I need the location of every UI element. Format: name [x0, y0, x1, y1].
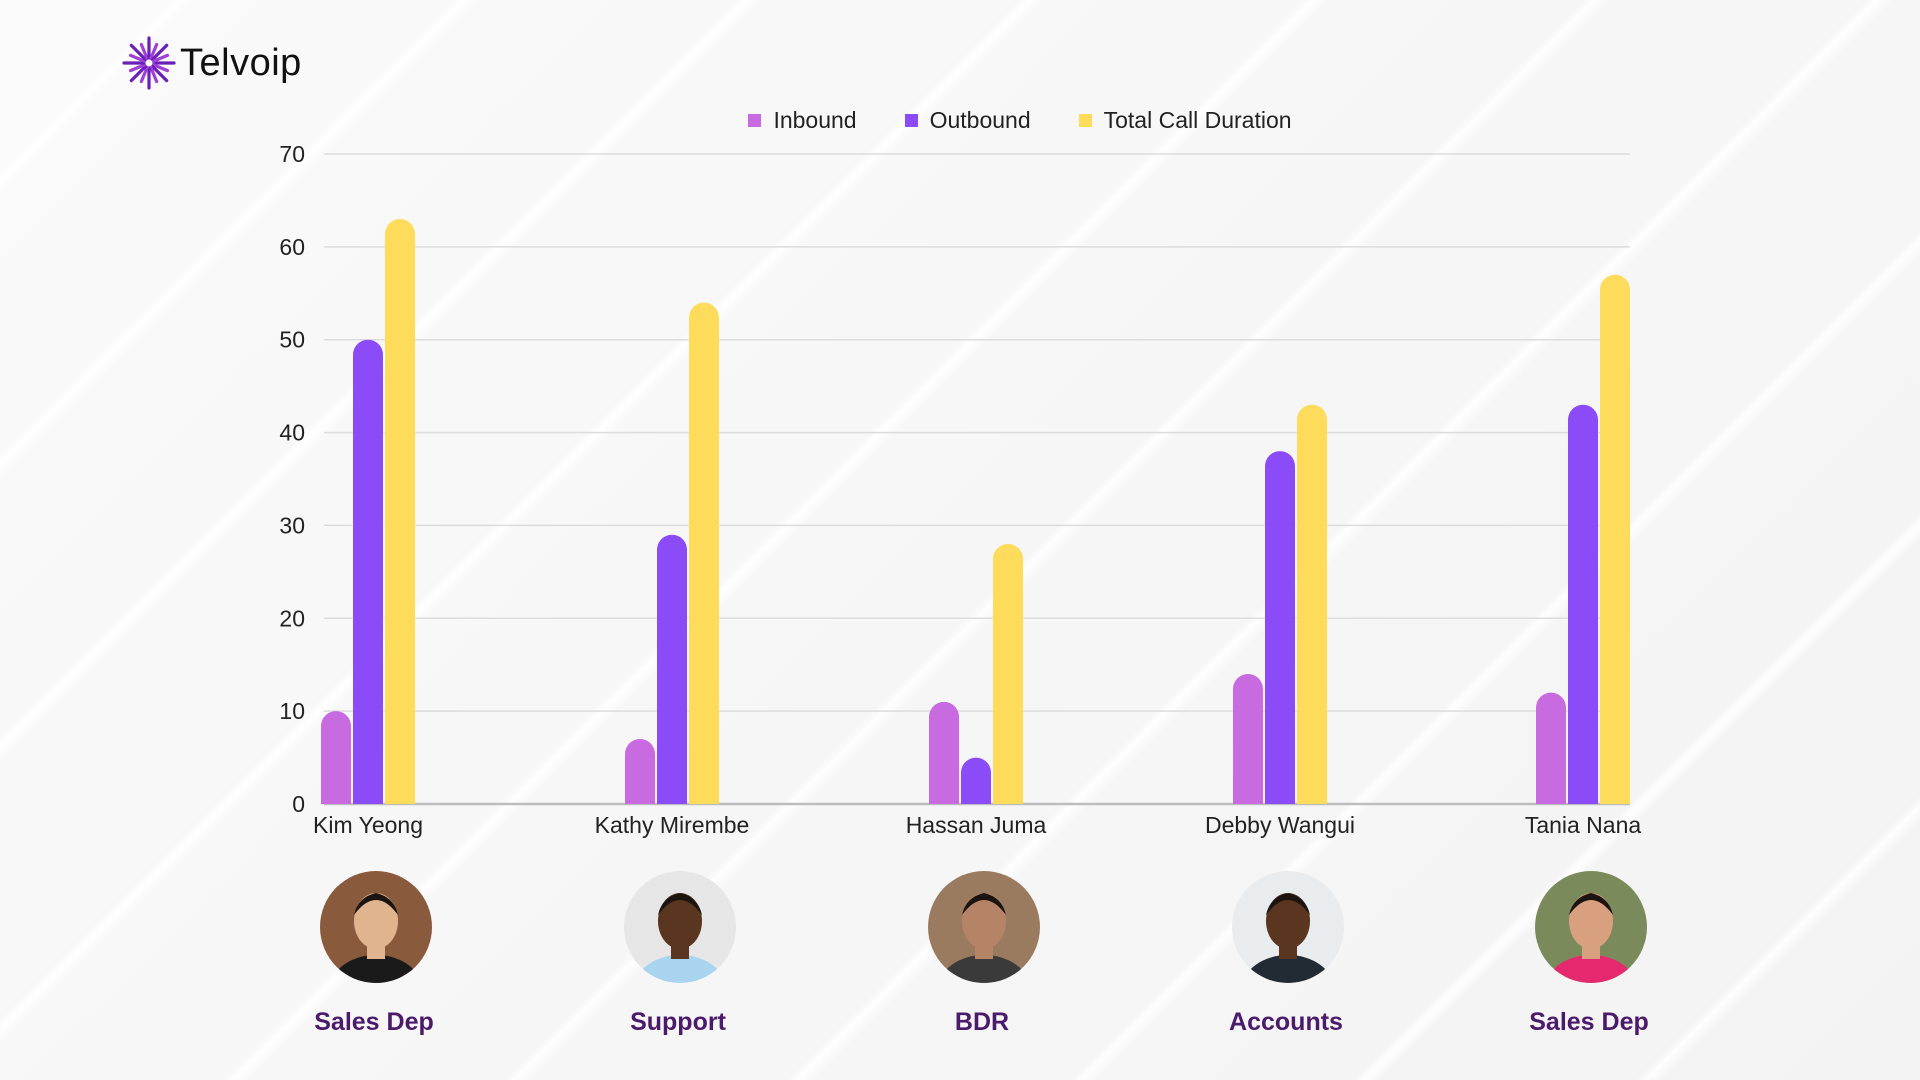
bar-outbound: [657, 534, 687, 804]
department-label: Accounts: [1229, 1008, 1343, 1036]
bar-inbound: [929, 701, 959, 804]
avatar: [1535, 871, 1647, 983]
logo-ray: [150, 64, 169, 83]
logo-ray: [152, 63, 170, 73]
y-tick-label: 20: [279, 605, 305, 631]
y-tick-label: 60: [279, 234, 305, 260]
bar-inbound: [625, 739, 655, 804]
starburst-logo-icon: [122, 36, 176, 90]
x-tick-label: Kim Yeong: [313, 812, 423, 838]
bar-outbound: [1568, 404, 1598, 804]
y-tick-label: 40: [279, 420, 305, 446]
bar-total-call-duration: [1297, 404, 1327, 804]
bar-inbound: [1233, 674, 1263, 804]
y-tick-label: 50: [279, 327, 305, 353]
x-tick-label: Tania Nana: [1524, 812, 1642, 838]
legend-item-total-call-duration: Total Call Duration: [1078, 107, 1292, 134]
avatar: [624, 871, 736, 983]
x-tick-label: Kathy Mirembe: [594, 812, 750, 838]
logo-ray: [129, 43, 148, 62]
y-tick-label: 70: [279, 141, 305, 167]
bar-total-call-duration: [993, 544, 1023, 804]
y-tick-label: 10: [279, 698, 305, 724]
chart-legend: Inbound Outbound Total Call Duration: [0, 107, 1920, 134]
x-tick-label: Hassan Juma: [905, 812, 1047, 838]
legend-item-inbound: Inbound: [748, 107, 857, 134]
legend-swatch-total: [1078, 114, 1092, 127]
legend-label-inbound: Inbound: [773, 107, 857, 133]
logo-ray: [152, 53, 170, 63]
bar-outbound: [1265, 451, 1295, 804]
avatar: [928, 871, 1040, 983]
brand-logo: Telvoip: [122, 36, 302, 90]
bar-inbound: [1536, 692, 1567, 804]
legend-swatch-outbound: [904, 114, 918, 127]
bar-inbound: [321, 711, 351, 804]
logo-ray: [139, 66, 149, 84]
department-label: Sales Dep: [314, 1008, 434, 1036]
logo-ray: [149, 42, 159, 60]
bar-outbound: [353, 339, 383, 804]
logo-ray: [150, 43, 169, 62]
legend-label-outbound: Outbound: [929, 107, 1031, 133]
logo-ray: [128, 53, 146, 63]
legend-label-total: Total Call Duration: [1103, 107, 1292, 133]
logo-ray: [129, 64, 148, 83]
avatar: [320, 871, 432, 983]
logo-ray: [128, 63, 146, 73]
legend-swatch-inbound: [748, 114, 762, 127]
y-tick-label: 0: [292, 791, 305, 817]
department-label: BDR: [954, 1008, 1010, 1036]
brand-name: Telvoip: [180, 41, 302, 84]
y-tick-label: 30: [279, 512, 305, 538]
logo-ray: [139, 42, 149, 60]
legend-item-outbound: Outbound: [904, 107, 1031, 134]
bar-total-call-duration: [689, 302, 719, 804]
department-label: Sales Dep: [1529, 1008, 1649, 1036]
department-label: Support: [630, 1008, 726, 1036]
bar-total-call-duration: [1600, 274, 1630, 804]
avatar: [1232, 871, 1344, 983]
x-tick-label: Debby Wangui: [1204, 812, 1355, 838]
bar-outbound: [961, 757, 991, 804]
bar-total-call-duration: [385, 219, 415, 804]
logo-ray: [149, 66, 159, 84]
